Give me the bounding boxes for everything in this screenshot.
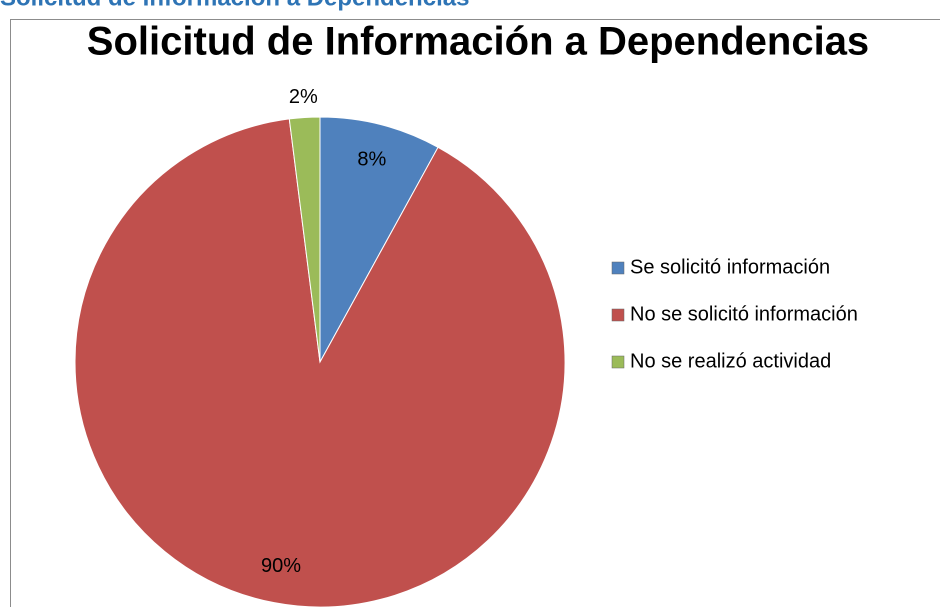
legend-swatch <box>611 355 625 369</box>
section-heading: Solicitud de Información a Dependencias <box>0 0 469 11</box>
legend-swatch <box>611 261 625 275</box>
data-label: 90% <box>261 555 301 577</box>
pie-slice <box>74 118 566 607</box>
data-label: 8% <box>357 149 386 171</box>
pie-slice <box>288 116 321 363</box>
legend-swatch <box>611 308 625 322</box>
legend-label: Se solicitó información <box>630 256 830 278</box>
data-label: 2% <box>289 86 318 108</box>
pie-slice <box>319 116 439 363</box>
legend-label: No se realizó actividad <box>630 350 831 372</box>
chart-title: Solicitud de Información a Dependencias <box>87 20 869 64</box>
legend-label: No se solicitó información <box>630 303 858 325</box>
